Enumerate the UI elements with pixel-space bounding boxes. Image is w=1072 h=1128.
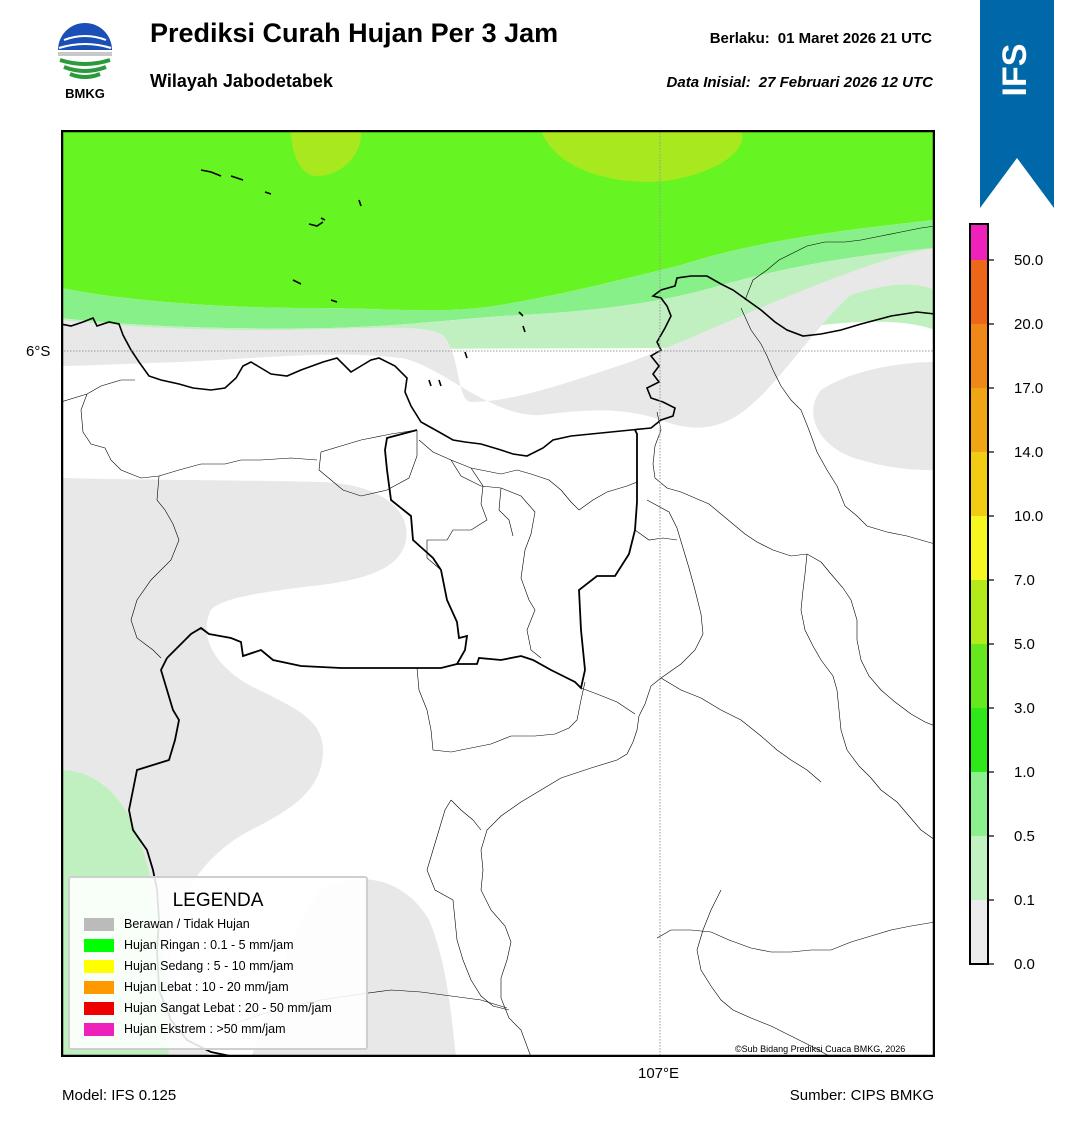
colorbar-tick-label: 50.0 — [1014, 252, 1043, 269]
legend-swatch — [84, 917, 114, 931]
legend-item: Hujan Sedang : 5 - 10 mm/jam — [84, 958, 294, 974]
page-subtitle: Wilayah Jabodetabek — [150, 71, 333, 91]
bmkg-logo: BMKG — [52, 20, 118, 104]
colorbar-outline — [969, 223, 989, 965]
colorbar-segment — [970, 260, 988, 324]
coastline — [60, 169, 936, 457]
model-banner: IFS — [980, 0, 1054, 210]
model-info: Model: IFS 0.125 — [62, 1087, 177, 1104]
legend-label: Berawan / Tidak Hujan — [124, 917, 250, 931]
bmkg-emblem: BMKG — [58, 23, 112, 101]
legend-swatch — [84, 1001, 114, 1015]
legend-label: Hujan Sangat Lebat : 20 - 50 mm/jam — [124, 1001, 332, 1015]
colorbar-tick-label: 17.0 — [1014, 380, 1043, 397]
colorbar-segment — [970, 644, 988, 708]
valid-time-label: Berlaku: — [709, 30, 770, 47]
colorbar-tick-label: 0.1 — [1014, 892, 1035, 909]
legend-item: Hujan Lebat : 10 - 20 mm/jam — [84, 979, 289, 995]
colorbar-segment — [970, 900, 988, 964]
legend-label: Hujan Ekstrem : >50 mm/jam — [124, 1022, 286, 1036]
legend-item: Hujan Ekstrem : >50 mm/jam — [84, 1021, 286, 1037]
init-time-value: 27 Februari 2026 12 UTC — [758, 74, 933, 91]
page-title: Prediksi Curah Hujan Per 3 Jam — [150, 18, 559, 48]
init-time-label: Data Inisial: — [666, 74, 751, 91]
no-rain-area-east — [816, 366, 935, 468]
map-frame — [60, 129, 936, 1058]
rain-area-0-1 — [61, 248, 935, 350]
colorbar-segment — [970, 580, 988, 644]
colorbar-segment — [970, 452, 988, 516]
colorbar-segment — [970, 772, 988, 836]
colorbar-segment — [970, 708, 988, 772]
colorbar-tick-label: 10.0 — [1014, 508, 1043, 525]
legend-swatch — [84, 959, 114, 973]
legend-swatch — [84, 980, 114, 994]
colorbar-tick-label: 14.0 — [1014, 444, 1043, 461]
rain-area-3-0-top — [541, 130, 743, 182]
source-info: Sumber: CIPS BMKG — [789, 1087, 934, 1104]
colorbar-segment — [970, 516, 988, 580]
legend-label: Hujan Ringan : 0.1 - 5 mm/jam — [124, 938, 294, 952]
rain-area-1-0 — [61, 130, 935, 311]
lat-tick-label: 6°S — [26, 343, 51, 360]
colorbar-tick-label: 1.0 — [1014, 764, 1035, 781]
colorbar: 0.0 0.1 0.5 1.0 3.0 5.0 7.0 10.0 14.0 17.0 20.0 50.… — [969, 223, 1043, 972]
copyright-text: ©Sub Bidang Prediksi Cuaca BMKG, 2026 — [735, 1044, 906, 1054]
legend-item: Berawan / Tidak Hujan — [84, 916, 250, 932]
colorbar-tick-label: 5.0 — [1014, 636, 1035, 653]
banner-text: IFS — [996, 44, 1034, 97]
map-legend: LEGENDA Berawan / Tidak Hujan Hujan Ringa… — [68, 876, 368, 1050]
banner-shape — [980, 0, 1054, 208]
colorbar-tick-label: 7.0 — [1014, 572, 1035, 589]
legend-label: Hujan Lebat : 10 - 20 mm/jam — [124, 980, 289, 994]
init-time: Data Inisial: 27 Februari 2026 12 UTC — [667, 74, 933, 91]
no-rain-area-north — [61, 248, 935, 471]
district-borders — [60, 225, 936, 1058]
colorbar-tick-label: 0.5 — [1014, 828, 1035, 845]
rain-area-3-0-top-left — [291, 130, 362, 176]
colorbar-segment — [970, 224, 988, 260]
colorbar-tick-label: 20.0 — [1014, 316, 1043, 333]
legend-label: Hujan Sedang : 5 - 10 mm/jam — [124, 959, 294, 973]
colorbar-tick-label: 3.0 — [1014, 700, 1035, 717]
logo-text: BMKG — [65, 86, 105, 101]
legend-swatch — [84, 1022, 114, 1036]
legend-item: Hujan Sangat Lebat : 20 - 50 mm/jam — [84, 1000, 332, 1016]
valid-time-value: 01 Maret 2026 21 UTC — [777, 30, 932, 47]
legend-swatch — [84, 938, 114, 952]
rain-area-0-5 — [61, 220, 935, 329]
legend-title: LEGENDA — [172, 890, 264, 911]
legend-item: Hujan Ringan : 0.1 - 5 mm/jam — [84, 937, 294, 953]
colorbar-tick-label: 0.0 — [1014, 956, 1035, 972]
valid-time: Berlaku: 01 Maret 2026 21 UTC — [710, 30, 932, 47]
lon-tick-label: 107°E — [638, 1065, 680, 1082]
colorbar-segment — [970, 836, 988, 900]
colorbar-segment — [970, 324, 988, 388]
colorbar-segment — [970, 388, 988, 452]
